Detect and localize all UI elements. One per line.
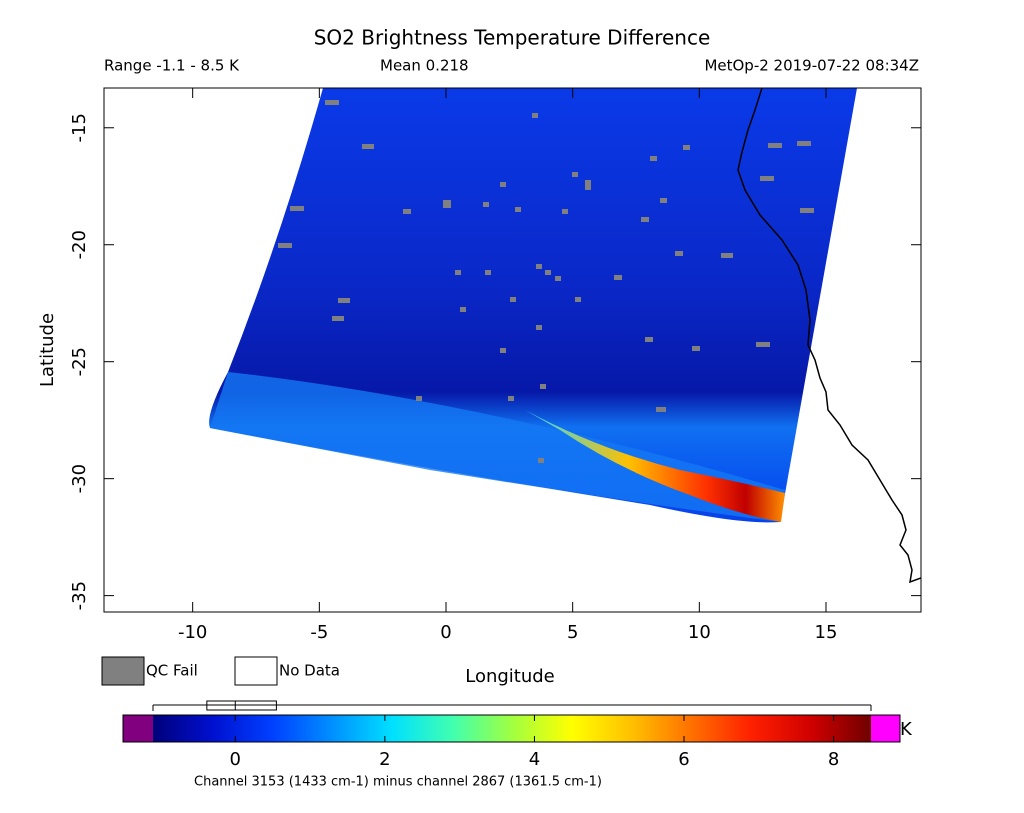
colorbar-under	[123, 715, 153, 742]
box	[206, 700, 277, 711]
y-tick-label: -25	[69, 347, 90, 376]
y-axis-label: Latitude	[37, 313, 58, 387]
x-tick-label: 5	[567, 622, 578, 643]
colorbar-ramp	[153, 715, 871, 742]
x-tick-label: 15	[815, 622, 838, 643]
x-tick-label: 0	[440, 622, 451, 643]
plume	[525, 410, 785, 522]
coastline	[737, 88, 921, 584]
plot-frame	[103, 87, 922, 613]
y-tick-label: -20	[69, 230, 90, 259]
colorbar-tick-label: 2	[379, 749, 390, 770]
colorbar-frame	[122, 714, 901, 743]
mean-text: Mean 0.218	[380, 57, 469, 75]
x-tick-label: -10	[178, 622, 207, 643]
colorbar-tick-label: 8	[828, 749, 839, 770]
colorbar-tick-label: 0	[230, 749, 241, 770]
colorbar-over	[871, 715, 900, 742]
legend-swatch	[101, 656, 145, 686]
colorbar-unit: K	[900, 719, 913, 740]
swath-edge	[210, 372, 785, 522]
y-tick-label: -15	[69, 113, 90, 142]
colorbar-tick-label: 4	[529, 749, 540, 770]
x-axis-label: Longitude	[465, 666, 555, 687]
range-text: Range -1.1 - 8.5 K	[104, 57, 240, 75]
caption: Channel 3153 (1433 cm-1) minus channel 2…	[194, 775, 602, 790]
qc-fail-pixels	[278, 100, 814, 463]
x-tick-label: -5	[310, 622, 328, 643]
legend-label: QC Fail	[146, 662, 198, 680]
map-layer	[209, 88, 921, 584]
y-tick-label: -30	[69, 464, 90, 493]
colorbar-tick-label: 6	[678, 749, 689, 770]
title: SO2 Brightness Temperature Difference	[314, 26, 711, 50]
legend-swatch	[234, 656, 278, 686]
y-tick-label: -35	[69, 581, 90, 610]
legend-label: No Data	[279, 662, 340, 680]
source-text: MetOp-2 2019-07-22 08:34Z	[704, 57, 919, 75]
x-tick-label: 10	[688, 622, 711, 643]
